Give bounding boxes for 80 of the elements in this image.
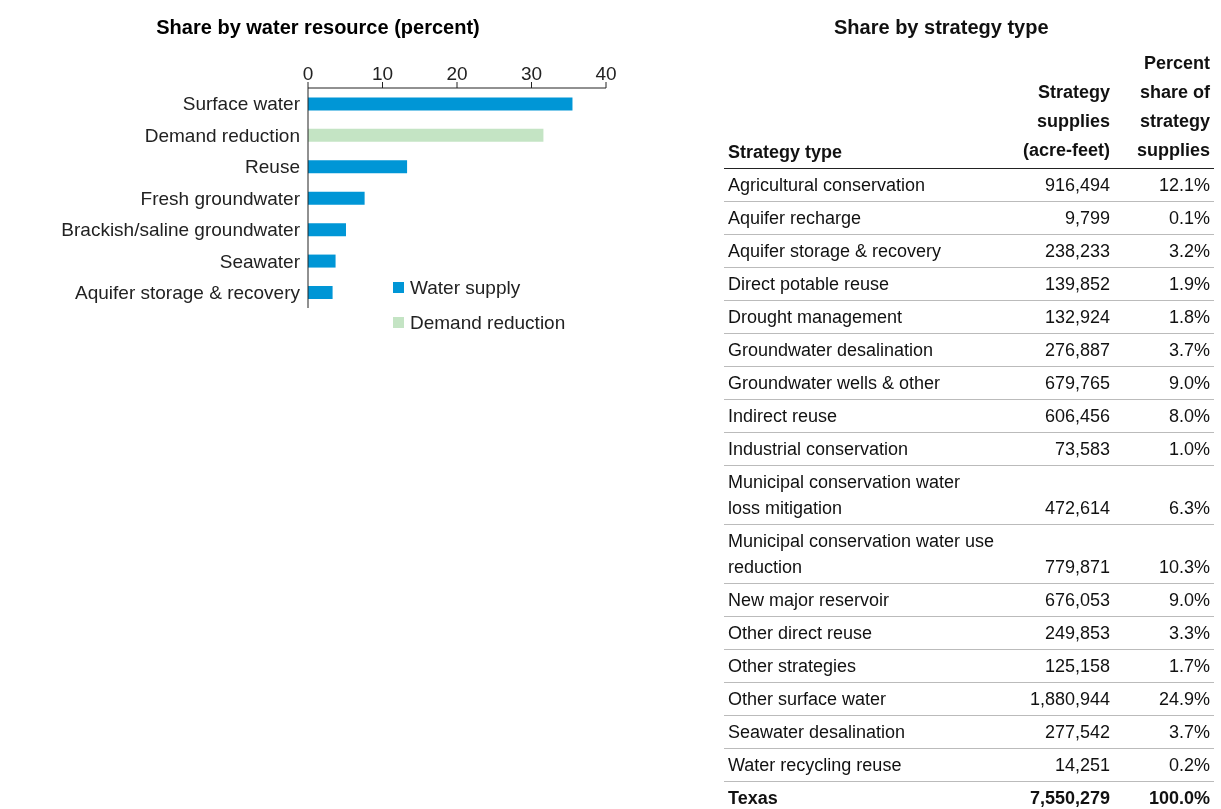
- data-label: 7,550,279: [1028, 787, 1111, 809]
- bar: [308, 97, 573, 111]
- category-label: Agricultural conservation: [724, 168, 999, 202]
- bar: [308, 254, 336, 268]
- data-label: 3.7%: [1114, 715, 1214, 749]
- legend-label: Demand reduction: [410, 311, 566, 334]
- x-tick-label: 40: [595, 63, 617, 84]
- data-label: 9.0%: [1114, 583, 1214, 617]
- data-label: 3.2%: [1114, 234, 1214, 268]
- category-label: Texas: [727, 787, 779, 809]
- text: Strategy type: [724, 46, 999, 169]
- data-label: 472,614: [999, 465, 1114, 525]
- category-label: Direct potable reuse: [724, 267, 999, 301]
- data-label: 132,924: [999, 300, 1114, 334]
- category-label: Other strategies: [724, 649, 999, 683]
- category-label: Groundwater wells & other: [724, 366, 999, 400]
- x-tick-label: 0: [302, 63, 314, 84]
- data-label: 276,887: [999, 333, 1114, 367]
- x-tick-label: 20: [446, 63, 468, 84]
- data-label: 73,583: [999, 432, 1114, 466]
- chart-title: Share by water resource (percent): [155, 15, 481, 40]
- category-label: Municipal conservation water use reduction: [724, 524, 999, 584]
- data-label: 0.1%: [1114, 201, 1214, 235]
- y-tick-label: Brackish/saline groundwater: [61, 219, 301, 241]
- y-tick-label: Seawater: [219, 250, 301, 272]
- data-label: 125,158: [999, 649, 1114, 683]
- data-label: 9,799: [999, 201, 1114, 235]
- y-tick-label: Reuse: [245, 156, 300, 178]
- x-tick-label: 30: [520, 63, 543, 84]
- data-label: 238,233: [999, 234, 1114, 268]
- data-label: 1.0%: [1114, 432, 1214, 466]
- data-label: 1.9%: [1114, 267, 1214, 301]
- data-label: 1.7%: [1114, 649, 1214, 683]
- data-label: 8.0%: [1114, 399, 1214, 433]
- category-label: New major reservoir: [724, 583, 999, 617]
- category-label: Aquifer storage & recovery: [724, 234, 999, 268]
- category-label: Municipal conservation water loss mitigation: [724, 465, 999, 525]
- data-label: 606,456: [999, 399, 1114, 433]
- data-label: 12.1%: [1114, 168, 1214, 202]
- data-label: 916,494: [999, 168, 1114, 202]
- data-label: 679,765: [999, 366, 1114, 400]
- data-label: 139,852: [999, 267, 1114, 301]
- category-label: Other surface water: [724, 682, 999, 716]
- data-label: 3.7%: [1114, 333, 1214, 367]
- x-tick-label: 10: [371, 63, 394, 84]
- data-label: 779,871: [999, 524, 1114, 584]
- category-label: Other direct reuse: [724, 616, 999, 650]
- bar: [308, 223, 346, 237]
- y-tick-label: Surface water: [182, 93, 301, 115]
- text: Strategy supplies (acre-feet): [999, 46, 1114, 169]
- category-label: Water recycling reuse: [724, 748, 999, 782]
- data-label: 0.2%: [1114, 748, 1214, 782]
- category-label: Indirect reuse: [724, 399, 999, 433]
- category-label: Industrial conservation: [724, 432, 999, 466]
- bar: [308, 286, 333, 299]
- text: Percent share of strategy supplies: [1114, 46, 1214, 169]
- legend-label: Water supply: [410, 276, 521, 299]
- data-label: 277,542: [999, 715, 1114, 749]
- data-label: 14,251: [999, 748, 1114, 782]
- data-label: 1,880,944: [999, 682, 1114, 716]
- category-label: Aquifer recharge: [724, 201, 999, 235]
- y-tick-label: Aquifer storage & recovery: [75, 282, 301, 304]
- data-label: 1.8%: [1114, 300, 1214, 334]
- y-tick-label: Fresh groundwater: [140, 187, 301, 209]
- data-label: 249,853: [999, 616, 1114, 650]
- data-label: 100.0%: [1147, 787, 1211, 809]
- data-label: 24.9%: [1114, 682, 1214, 716]
- data-label: 676,053: [999, 583, 1114, 617]
- data-label: 10.3%: [1114, 524, 1214, 584]
- data-label: 6.3%: [1114, 465, 1214, 525]
- category-label: Groundwater desalination: [724, 333, 999, 367]
- category-label: Drought management: [724, 300, 999, 334]
- bar: [308, 128, 544, 142]
- text: Share by strategy type: [833, 15, 1050, 40]
- bar: [308, 160, 408, 174]
- y-tick-label: Demand reduction: [144, 124, 300, 146]
- data-label: 9.0%: [1114, 366, 1214, 400]
- data-label: 3.3%: [1114, 616, 1214, 650]
- bar: [308, 191, 365, 205]
- category-label: Seawater desalination: [724, 715, 999, 749]
